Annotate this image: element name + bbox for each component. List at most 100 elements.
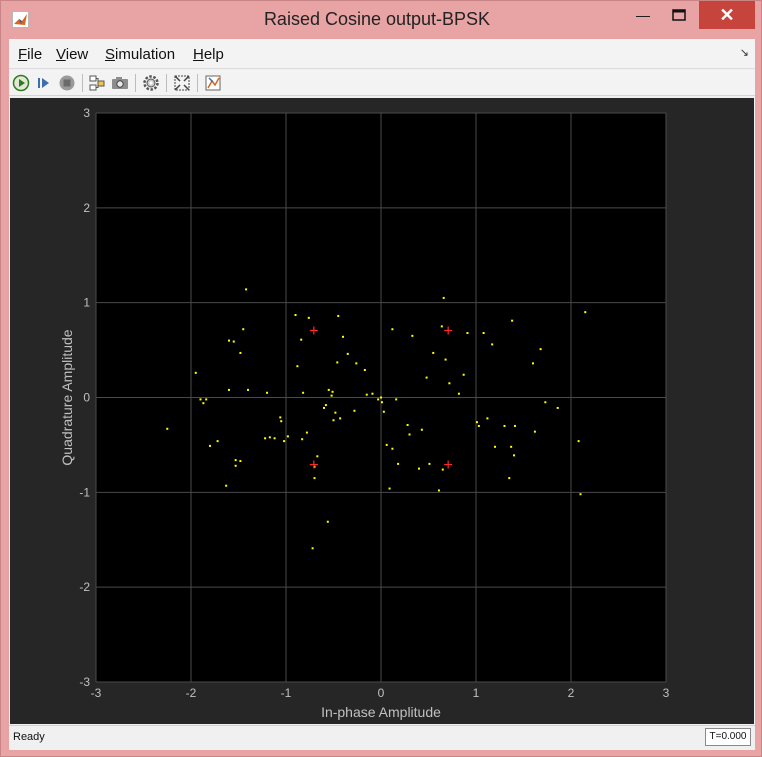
menu-view[interactable]: View	[56, 46, 89, 63]
signal-point	[457, 392, 460, 395]
matlab-logo-icon	[12, 11, 29, 28]
signal-point	[511, 319, 514, 322]
y-tick-label: 2	[83, 201, 90, 215]
signal-point	[448, 382, 451, 385]
menu-file[interactable]: File	[18, 46, 43, 63]
x-tick-label: -2	[186, 686, 197, 700]
signal-point	[491, 343, 494, 346]
snapshot-icon[interactable]	[110, 73, 130, 93]
signal-point	[324, 404, 327, 407]
y-tick-label: -2	[79, 580, 90, 594]
signal-point	[311, 547, 314, 550]
menu-simulation-rest: imulation	[115, 46, 176, 63]
signal-point	[363, 368, 366, 371]
signal-point	[371, 392, 374, 395]
signal-point	[556, 406, 559, 409]
signal-point	[510, 445, 513, 448]
status-text: Ready	[13, 731, 45, 743]
signal-point	[326, 520, 329, 523]
signal-point	[331, 390, 334, 393]
signal-point	[408, 433, 411, 436]
signal-point	[332, 419, 335, 422]
reference-point	[309, 326, 318, 335]
signal-point	[418, 467, 420, 470]
autoscale-icon[interactable]	[172, 73, 192, 93]
signal-point	[339, 417, 342, 420]
menu-help-rest: elp	[203, 46, 224, 63]
signal-point	[355, 362, 358, 365]
signal-point	[539, 348, 542, 351]
signal-point	[477, 424, 480, 427]
signal-point	[279, 416, 282, 419]
maximize-button[interactable]	[661, 1, 697, 29]
signal-point	[425, 376, 428, 379]
y-tick-label: -1	[79, 485, 90, 499]
signal-point	[334, 411, 337, 414]
close-button[interactable]: ✕	[699, 1, 755, 29]
signal-point	[268, 436, 271, 439]
signal-point	[313, 465, 316, 468]
signal-point	[503, 424, 506, 427]
maximize-icon	[672, 9, 686, 21]
minimize-button[interactable]: —	[636, 7, 650, 23]
signal-point	[486, 417, 489, 420]
signal-point	[330, 394, 333, 397]
stop-icon[interactable]	[57, 73, 77, 93]
signal-point	[494, 445, 496, 448]
signal-point	[286, 435, 289, 438]
signal-point	[294, 313, 297, 316]
y-tick-label: -3	[79, 675, 90, 689]
signal-point	[247, 388, 249, 391]
menu-overflow-icon[interactable]: ↘	[739, 47, 749, 59]
scope-display: -3 -2 -1 0 1 2 3 3 2 1 0 -1 -2 -3 In-phase Amplitude …	[10, 98, 754, 724]
settings-gear-icon[interactable]	[141, 73, 161, 93]
menu-help[interactable]: Help	[193, 46, 224, 63]
signal-point	[228, 339, 230, 342]
highlight-block-icon[interactable]	[87, 73, 107, 93]
y-tick-label: 1	[83, 296, 90, 310]
signal-point	[327, 388, 330, 391]
signal-point	[266, 391, 268, 394]
signal-point	[533, 430, 536, 433]
reference-points	[309, 326, 453, 469]
signal-point	[239, 351, 242, 354]
signal-points	[166, 288, 587, 550]
signal-point	[380, 401, 383, 404]
signal-point	[441, 468, 444, 471]
signal-point	[391, 328, 394, 331]
signal-point	[313, 477, 316, 480]
toolbar-separator	[166, 74, 167, 92]
signal-point	[234, 464, 237, 467]
signal-point	[388, 487, 391, 490]
signal-point	[296, 365, 299, 368]
signal-selector-icon[interactable]	[203, 73, 223, 93]
menu-file-rest: ile	[27, 46, 43, 63]
toolbar-separator	[82, 74, 83, 92]
signal-point	[380, 396, 382, 399]
signal-point	[442, 296, 445, 299]
signal-point	[209, 444, 211, 447]
signal-point	[202, 402, 205, 405]
signal-point	[245, 288, 248, 291]
y-axis-label: Quadrature Amplitude	[59, 329, 75, 465]
menu-view-rest: iew	[65, 46, 89, 63]
window-title: Raised Cosine output-BPSK	[263, 9, 491, 29]
signal-point	[385, 443, 388, 446]
signal-point	[466, 332, 469, 335]
step-forward-icon[interactable]	[34, 73, 54, 93]
run-icon[interactable]	[11, 73, 31, 93]
x-tick-label: -1	[281, 686, 292, 700]
signal-point	[166, 427, 169, 430]
toolbar-separator	[197, 74, 198, 92]
signal-point	[482, 332, 485, 335]
signal-point	[444, 358, 447, 361]
signal-point	[577, 440, 580, 443]
x-axis-label: In-phase Amplitude	[321, 704, 441, 720]
signal-point	[395, 398, 398, 401]
menu-simulation[interactable]: Simulation	[105, 46, 176, 63]
title-bar[interactable]: Raised Cosine output-BPSK — ✕	[1, 1, 761, 39]
signal-point	[397, 462, 400, 465]
y-tick-label: 0	[83, 391, 90, 405]
signal-point	[239, 460, 242, 463]
